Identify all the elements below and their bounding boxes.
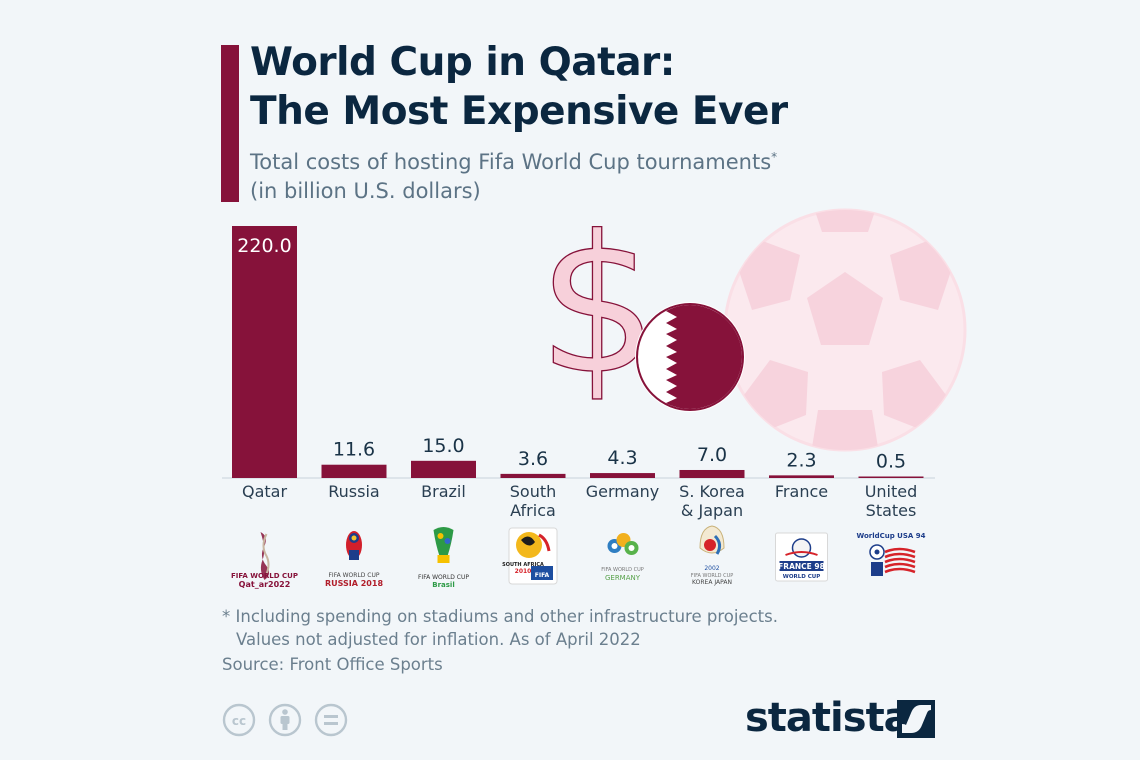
footnote: * Including spending on stadiums and oth… bbox=[222, 605, 778, 651]
logo-text: Qat_ar2022 bbox=[239, 580, 291, 589]
cc-icon[interactable]: cc bbox=[222, 703, 256, 737]
data-label: 3.6 bbox=[518, 448, 548, 470]
data-label: 220.0 bbox=[237, 235, 291, 257]
logo-text: FIFA WORLD CUP bbox=[691, 573, 734, 579]
brand-logo[interactable]: statista bbox=[745, 695, 911, 741]
category-label: & Japan bbox=[681, 501, 743, 520]
category-label: South bbox=[510, 482, 557, 501]
category-label: Africa bbox=[510, 501, 556, 520]
subtitle-line-1: Total costs of hosting Fifa World Cup to… bbox=[250, 150, 772, 174]
footnote-line-1: * Including spending on stadiums and oth… bbox=[222, 607, 778, 626]
logo-text: SOUTH AFRICA bbox=[502, 562, 544, 568]
source-note: Source: Front Office Sports bbox=[222, 655, 443, 674]
footnote-line-2: Values not adjusted for inflation. As of… bbox=[236, 630, 641, 649]
category-label: Qatar bbox=[242, 482, 287, 501]
category-label: France bbox=[775, 482, 828, 501]
logo-text: FIFA bbox=[535, 572, 550, 579]
logo-text: FIFA WORLD CUP bbox=[231, 572, 298, 580]
license-icons[interactable]: cc bbox=[222, 703, 352, 739]
category-label: Brazil bbox=[421, 482, 466, 501]
category-label: United bbox=[865, 482, 918, 501]
bar-germany bbox=[590, 473, 655, 478]
bar-united-states bbox=[858, 476, 924, 478]
logo-text: 2002 bbox=[704, 565, 719, 572]
logo-text: FIFA WORLD CUP bbox=[601, 567, 644, 573]
attribution-icon[interactable] bbox=[268, 703, 302, 737]
data-label: 15.0 bbox=[422, 435, 464, 457]
category-label: Germany bbox=[586, 482, 660, 501]
bar-s-korea-japan bbox=[679, 469, 745, 478]
title-accent-bar bbox=[221, 45, 239, 202]
logo-text: WORLD CUP bbox=[783, 574, 821, 580]
soccer-ball-icon bbox=[723, 208, 967, 452]
logo-text: GERMANY bbox=[605, 574, 641, 582]
category-label: States bbox=[866, 501, 917, 520]
data-label: 0.5 bbox=[876, 451, 906, 473]
france-98-emblem-icon: FRANCE 98 WORLD CUP bbox=[775, 532, 828, 582]
logo-text: FIFA WORLD CUP bbox=[328, 572, 379, 579]
bar-brazil bbox=[411, 460, 476, 478]
logo-text: WorldCup USA 94 bbox=[856, 532, 925, 540]
data-label: 2.3 bbox=[786, 449, 816, 471]
data-label: 7.0 bbox=[697, 444, 727, 466]
logo-text: Brasil bbox=[432, 581, 454, 589]
subtitle: Total costs of hosting Fifa World Cup to… bbox=[250, 148, 777, 206]
logo-text: FRANCE 98 bbox=[778, 562, 825, 571]
subtitle-footnote-mark: * bbox=[771, 150, 778, 164]
statista-mark-icon[interactable] bbox=[897, 700, 935, 738]
bar-france bbox=[769, 475, 834, 478]
bar-qatar bbox=[232, 226, 297, 478]
bar-russia bbox=[321, 464, 387, 478]
logo-text: RUSSIA 2018 bbox=[325, 579, 383, 588]
subtitle-line-2: (in billion U.S. dollars) bbox=[250, 179, 481, 203]
svg-text:cc: cc bbox=[232, 714, 246, 728]
title-line-1: World Cup in Qatar: bbox=[250, 40, 675, 85]
dollar-sign-icon: $ bbox=[538, 195, 659, 416]
usa-94-emblem-icon: WorldCup USA 94 bbox=[856, 532, 926, 576]
page-title: World Cup in Qatar: The Most Expensive E… bbox=[250, 38, 788, 136]
logo-text: KOREA JAPAN bbox=[692, 579, 732, 586]
data-label: 11.6 bbox=[333, 439, 375, 461]
data-label: 4.3 bbox=[607, 447, 637, 469]
bar-south-africa bbox=[500, 473, 566, 478]
category-label: S. Korea bbox=[679, 482, 745, 501]
category-label: Russia bbox=[328, 482, 379, 501]
no-derivatives-icon[interactable] bbox=[314, 703, 348, 737]
title-line-2: The Most Expensive Ever bbox=[250, 89, 788, 134]
logo-text: 2010 bbox=[515, 568, 532, 575]
logo-text: FIFA WORLD CUP bbox=[418, 574, 469, 581]
